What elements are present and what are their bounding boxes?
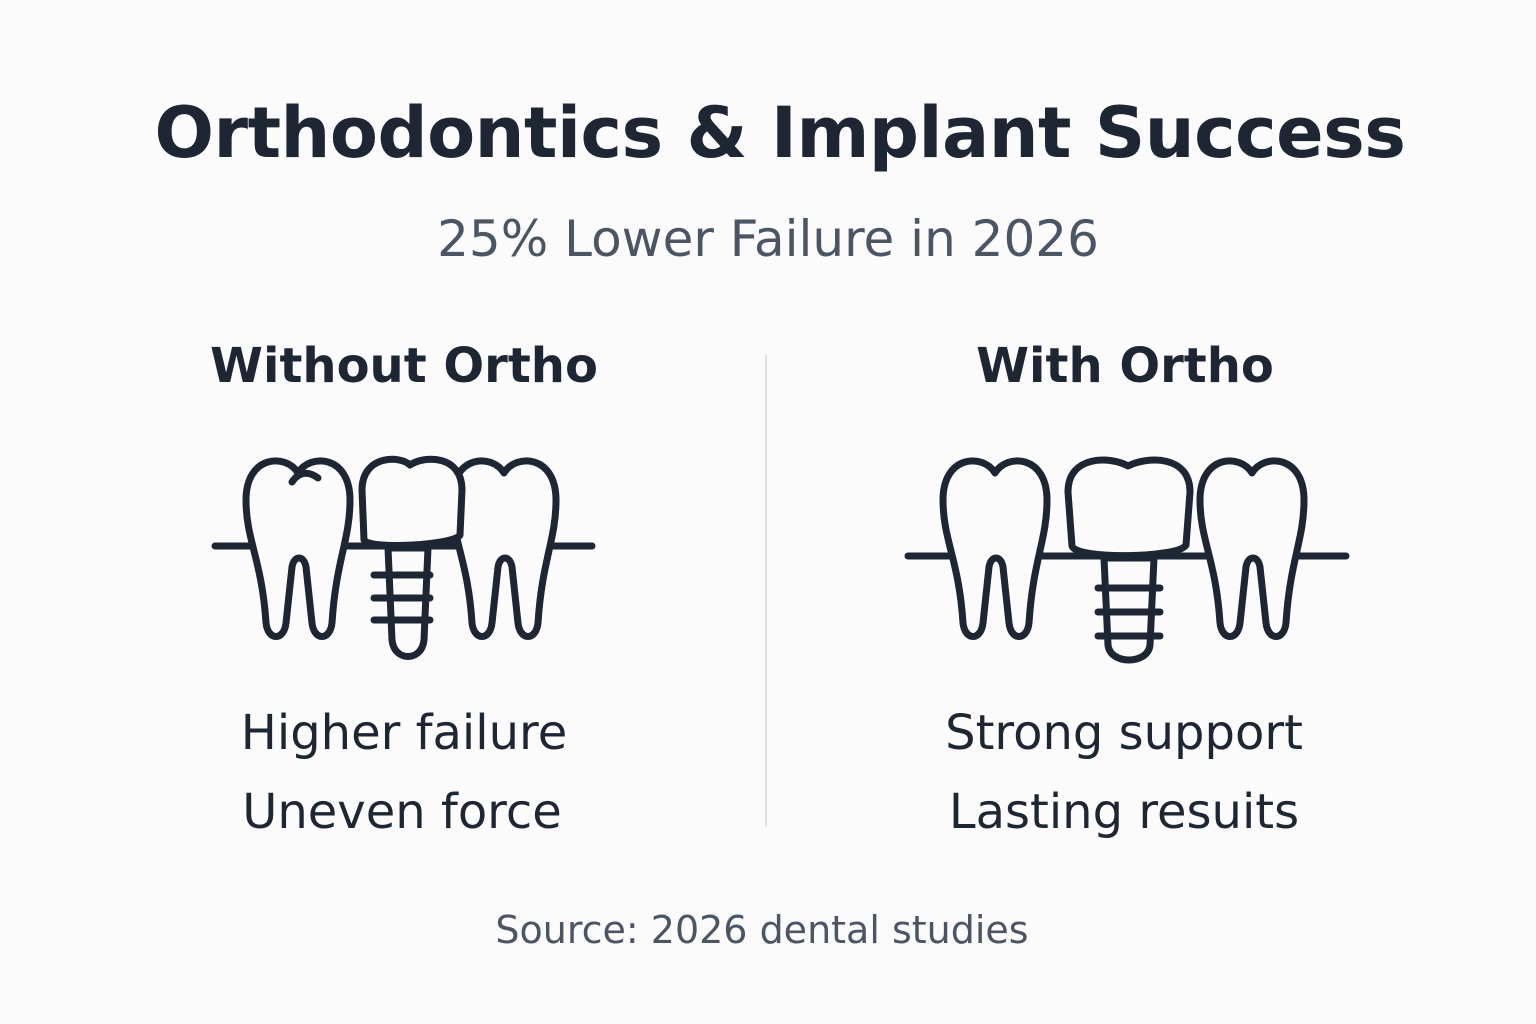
icon-without-ortho [211, 455, 596, 660]
source: Source: 2026 dental studies [495, 908, 1029, 952]
panel-point: Lasting resuits [948, 784, 1300, 840]
panel-heading: Without Ortho [210, 338, 598, 394]
divider [765, 355, 767, 827]
icon-with-ortho [904, 456, 1350, 664]
panel-heading: With Ortho [976, 338, 1274, 394]
panel-point: Uneven force [242, 784, 562, 840]
panel-point: Strong support [945, 705, 1303, 761]
panel-point: Higher failure [240, 705, 568, 761]
title: Orthodontics & Implant Success [154, 92, 1406, 174]
subtitle: 25% Lower Failure in 2026 [437, 210, 1099, 268]
